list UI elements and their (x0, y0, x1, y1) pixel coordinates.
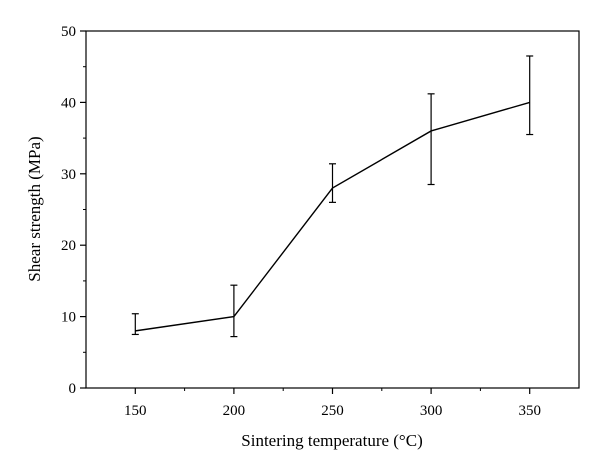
x-tick-label: 350 (518, 403, 541, 419)
error-bars (131, 55, 534, 338)
error-bar (329, 163, 336, 203)
x-axis-tick-labels: 150 200 250 300 350 (124, 403, 541, 419)
plot-frame (85, 30, 580, 389)
y-tick-label: 30 (61, 167, 76, 183)
x-axis-ticks (134, 388, 531, 394)
x-tick-label: 150 (124, 403, 147, 419)
y-tick-label: 10 (61, 310, 76, 326)
y-tick-label: 50 (61, 24, 76, 40)
x-tick-label: 300 (420, 403, 443, 419)
x-tick-label: 200 (223, 403, 246, 419)
y-tick-label: 40 (61, 95, 76, 111)
y-tick-label: 20 (61, 238, 76, 254)
series-line (135, 101, 530, 332)
error-bar (526, 55, 534, 136)
x-axis-label: Sintering temperature (°C) (241, 431, 422, 450)
y-axis-ticks (80, 30, 86, 389)
error-bar (131, 313, 139, 336)
error-bar (230, 284, 238, 338)
y-tick-label: 0 (69, 381, 77, 397)
x-tick-label: 250 (321, 403, 344, 419)
y-axis-label: Shear strength (MPa) (25, 136, 44, 281)
error-bar (427, 93, 435, 186)
y-axis-tick-labels: 0 10 20 30 40 50 (61, 24, 76, 397)
